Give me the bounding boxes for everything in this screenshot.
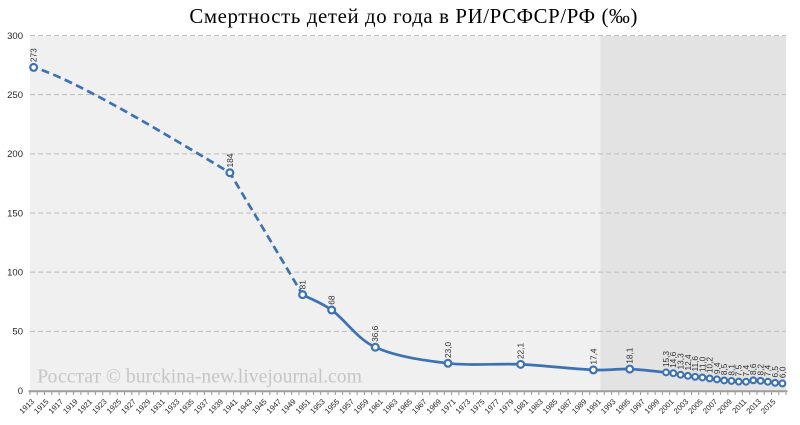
svg-text:11,6: 11,6 (690, 356, 700, 372)
svg-text:0: 0 (18, 386, 23, 397)
svg-text:7,5: 7,5 (734, 364, 744, 376)
svg-text:8,6: 8,6 (748, 363, 758, 375)
svg-text:250: 250 (7, 90, 23, 101)
svg-text:273: 273 (29, 48, 39, 62)
svg-text:22,1: 22,1 (516, 343, 526, 360)
svg-text:Росстат © burckina-new.livejou: Росстат © burckina-new.livejournal.com (37, 366, 362, 388)
svg-text:81: 81 (298, 280, 308, 290)
svg-text:8,2: 8,2 (755, 364, 765, 376)
svg-text:6,0: 6,0 (777, 366, 787, 378)
svg-text:50: 50 (12, 327, 23, 338)
svg-text:9,4: 9,4 (712, 362, 722, 374)
svg-text:150: 150 (7, 208, 23, 219)
svg-text:184: 184 (225, 153, 235, 167)
svg-text:8,1: 8,1 (726, 364, 736, 376)
svg-text:17,4: 17,4 (588, 348, 598, 365)
svg-text:13,3: 13,3 (676, 353, 686, 370)
svg-text:300: 300 (7, 31, 23, 42)
svg-text:36,6: 36,6 (370, 325, 380, 342)
svg-text:10,2: 10,2 (705, 357, 715, 374)
svg-text:100: 100 (7, 268, 23, 279)
svg-text:Смертность детей до года в РИ/: Смертность детей до года в РИ/РСФСР/РФ (… (189, 5, 638, 28)
svg-text:7,4: 7,4 (741, 365, 751, 377)
svg-text:6,5: 6,5 (770, 366, 780, 378)
svg-text:14,6: 14,6 (668, 351, 678, 368)
svg-text:11,0: 11,0 (697, 356, 707, 372)
svg-text:23,0: 23,0 (443, 341, 453, 358)
svg-text:15,3: 15,3 (661, 351, 671, 368)
svg-text:200: 200 (7, 149, 23, 160)
svg-text:18,1: 18,1 (625, 347, 635, 364)
svg-text:7,4: 7,4 (763, 365, 773, 377)
svg-text:12,4: 12,4 (683, 354, 693, 371)
svg-text:68: 68 (327, 295, 337, 305)
svg-text:8,5: 8,5 (719, 363, 729, 375)
